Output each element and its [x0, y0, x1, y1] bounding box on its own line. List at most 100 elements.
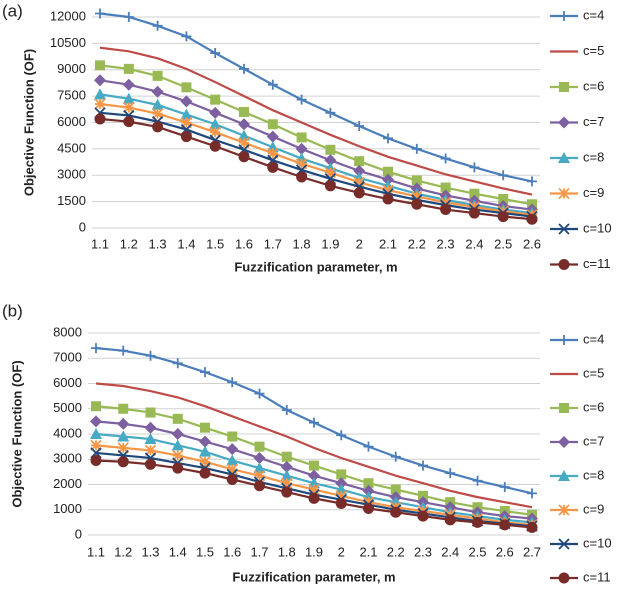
marker — [411, 143, 422, 154]
legend-marker — [558, 259, 570, 270]
marker — [281, 405, 292, 416]
marker — [296, 94, 307, 105]
x-tick-label: 1.4 — [169, 544, 187, 559]
marker — [200, 367, 210, 378]
marker — [468, 207, 480, 219]
x-tick-label: 1.9 — [321, 236, 339, 251]
y-tick-label: 12000 — [50, 8, 86, 23]
marker — [91, 401, 101, 412]
marker — [440, 204, 452, 216]
marker — [199, 467, 211, 479]
marker — [280, 469, 293, 481]
marker — [117, 430, 130, 442]
marker — [238, 151, 250, 163]
marker — [90, 455, 102, 467]
marker — [440, 153, 451, 164]
marker — [382, 184, 394, 196]
marker — [90, 439, 102, 451]
legend-label: c=10 — [583, 220, 612, 235]
marker — [498, 170, 509, 181]
legend-marker — [559, 11, 569, 21]
legend-marker — [558, 187, 570, 200]
marker — [94, 74, 106, 87]
y-tick-label: 3000 — [57, 167, 86, 182]
marker — [117, 442, 129, 454]
y-tick-label: 0 — [79, 219, 86, 234]
legend-label: c=4 — [583, 331, 604, 346]
marker — [239, 63, 249, 74]
marker — [95, 60, 105, 71]
x-tick-label: 2.5 — [468, 544, 486, 559]
y-tick-label: 4000 — [53, 425, 82, 440]
legend-marker — [558, 223, 570, 235]
marker — [200, 422, 210, 433]
marker — [295, 158, 308, 170]
y-axis-title: Objective Function (OF) — [9, 360, 24, 507]
x-tick-label: 1.4 — [177, 236, 195, 251]
marker — [267, 147, 279, 159]
marker — [254, 441, 265, 452]
x-tick-label: 2.4 — [441, 544, 459, 559]
marker — [382, 193, 394, 205]
y-tick-label: 1000 — [53, 501, 82, 516]
series-line — [99, 46, 533, 196]
marker — [383, 166, 393, 177]
marker — [210, 48, 221, 59]
marker — [253, 462, 266, 474]
x-tick-label: 1.1 — [87, 544, 105, 559]
x-tick-label: 2 — [356, 236, 363, 251]
marker — [281, 451, 292, 462]
marker — [172, 462, 184, 474]
series-line — [99, 102, 533, 216]
marker — [117, 456, 129, 468]
marker — [296, 171, 308, 183]
marker — [308, 492, 320, 504]
marker — [527, 488, 537, 499]
marker — [151, 108, 164, 120]
marker — [254, 480, 265, 492]
marker — [266, 130, 279, 143]
marker — [362, 484, 375, 497]
legend-label: c=10 — [583, 535, 612, 550]
marker — [172, 413, 183, 424]
marker — [383, 133, 393, 144]
marker — [390, 451, 401, 462]
legend-marker — [558, 572, 570, 584]
marker — [122, 78, 135, 91]
x-tick-label: 2.3 — [414, 544, 432, 559]
marker — [94, 98, 106, 110]
legend-marker — [559, 335, 569, 345]
x-tick-label: 1.3 — [141, 544, 159, 559]
marker — [209, 126, 221, 138]
marker — [253, 451, 266, 464]
series-line — [99, 79, 533, 211]
marker — [468, 201, 481, 213]
marker — [151, 98, 164, 110]
marker — [123, 116, 135, 128]
marker — [526, 521, 538, 533]
marker — [152, 121, 164, 133]
legend-label: c=11 — [583, 569, 611, 584]
y-tick-label: 8000 — [53, 324, 82, 339]
marker — [325, 107, 336, 118]
marker — [267, 79, 278, 90]
marker — [526, 213, 538, 225]
marker — [336, 469, 347, 480]
marker — [309, 417, 319, 428]
marker — [267, 161, 279, 173]
legend-label: c=4 — [583, 7, 604, 22]
x-tick-label: 2.6 — [496, 544, 514, 559]
marker — [253, 470, 266, 482]
x-tick-label: 1.2 — [120, 236, 138, 251]
marker — [209, 118, 222, 130]
marker — [226, 473, 238, 485]
marker — [199, 456, 211, 468]
marker — [144, 421, 157, 434]
marker — [122, 92, 135, 104]
marker — [172, 449, 184, 462]
marker — [118, 345, 129, 356]
legend-label: c=5 — [583, 365, 604, 380]
legend-marker — [558, 538, 570, 550]
x-tick-label: 1.7 — [264, 236, 282, 251]
